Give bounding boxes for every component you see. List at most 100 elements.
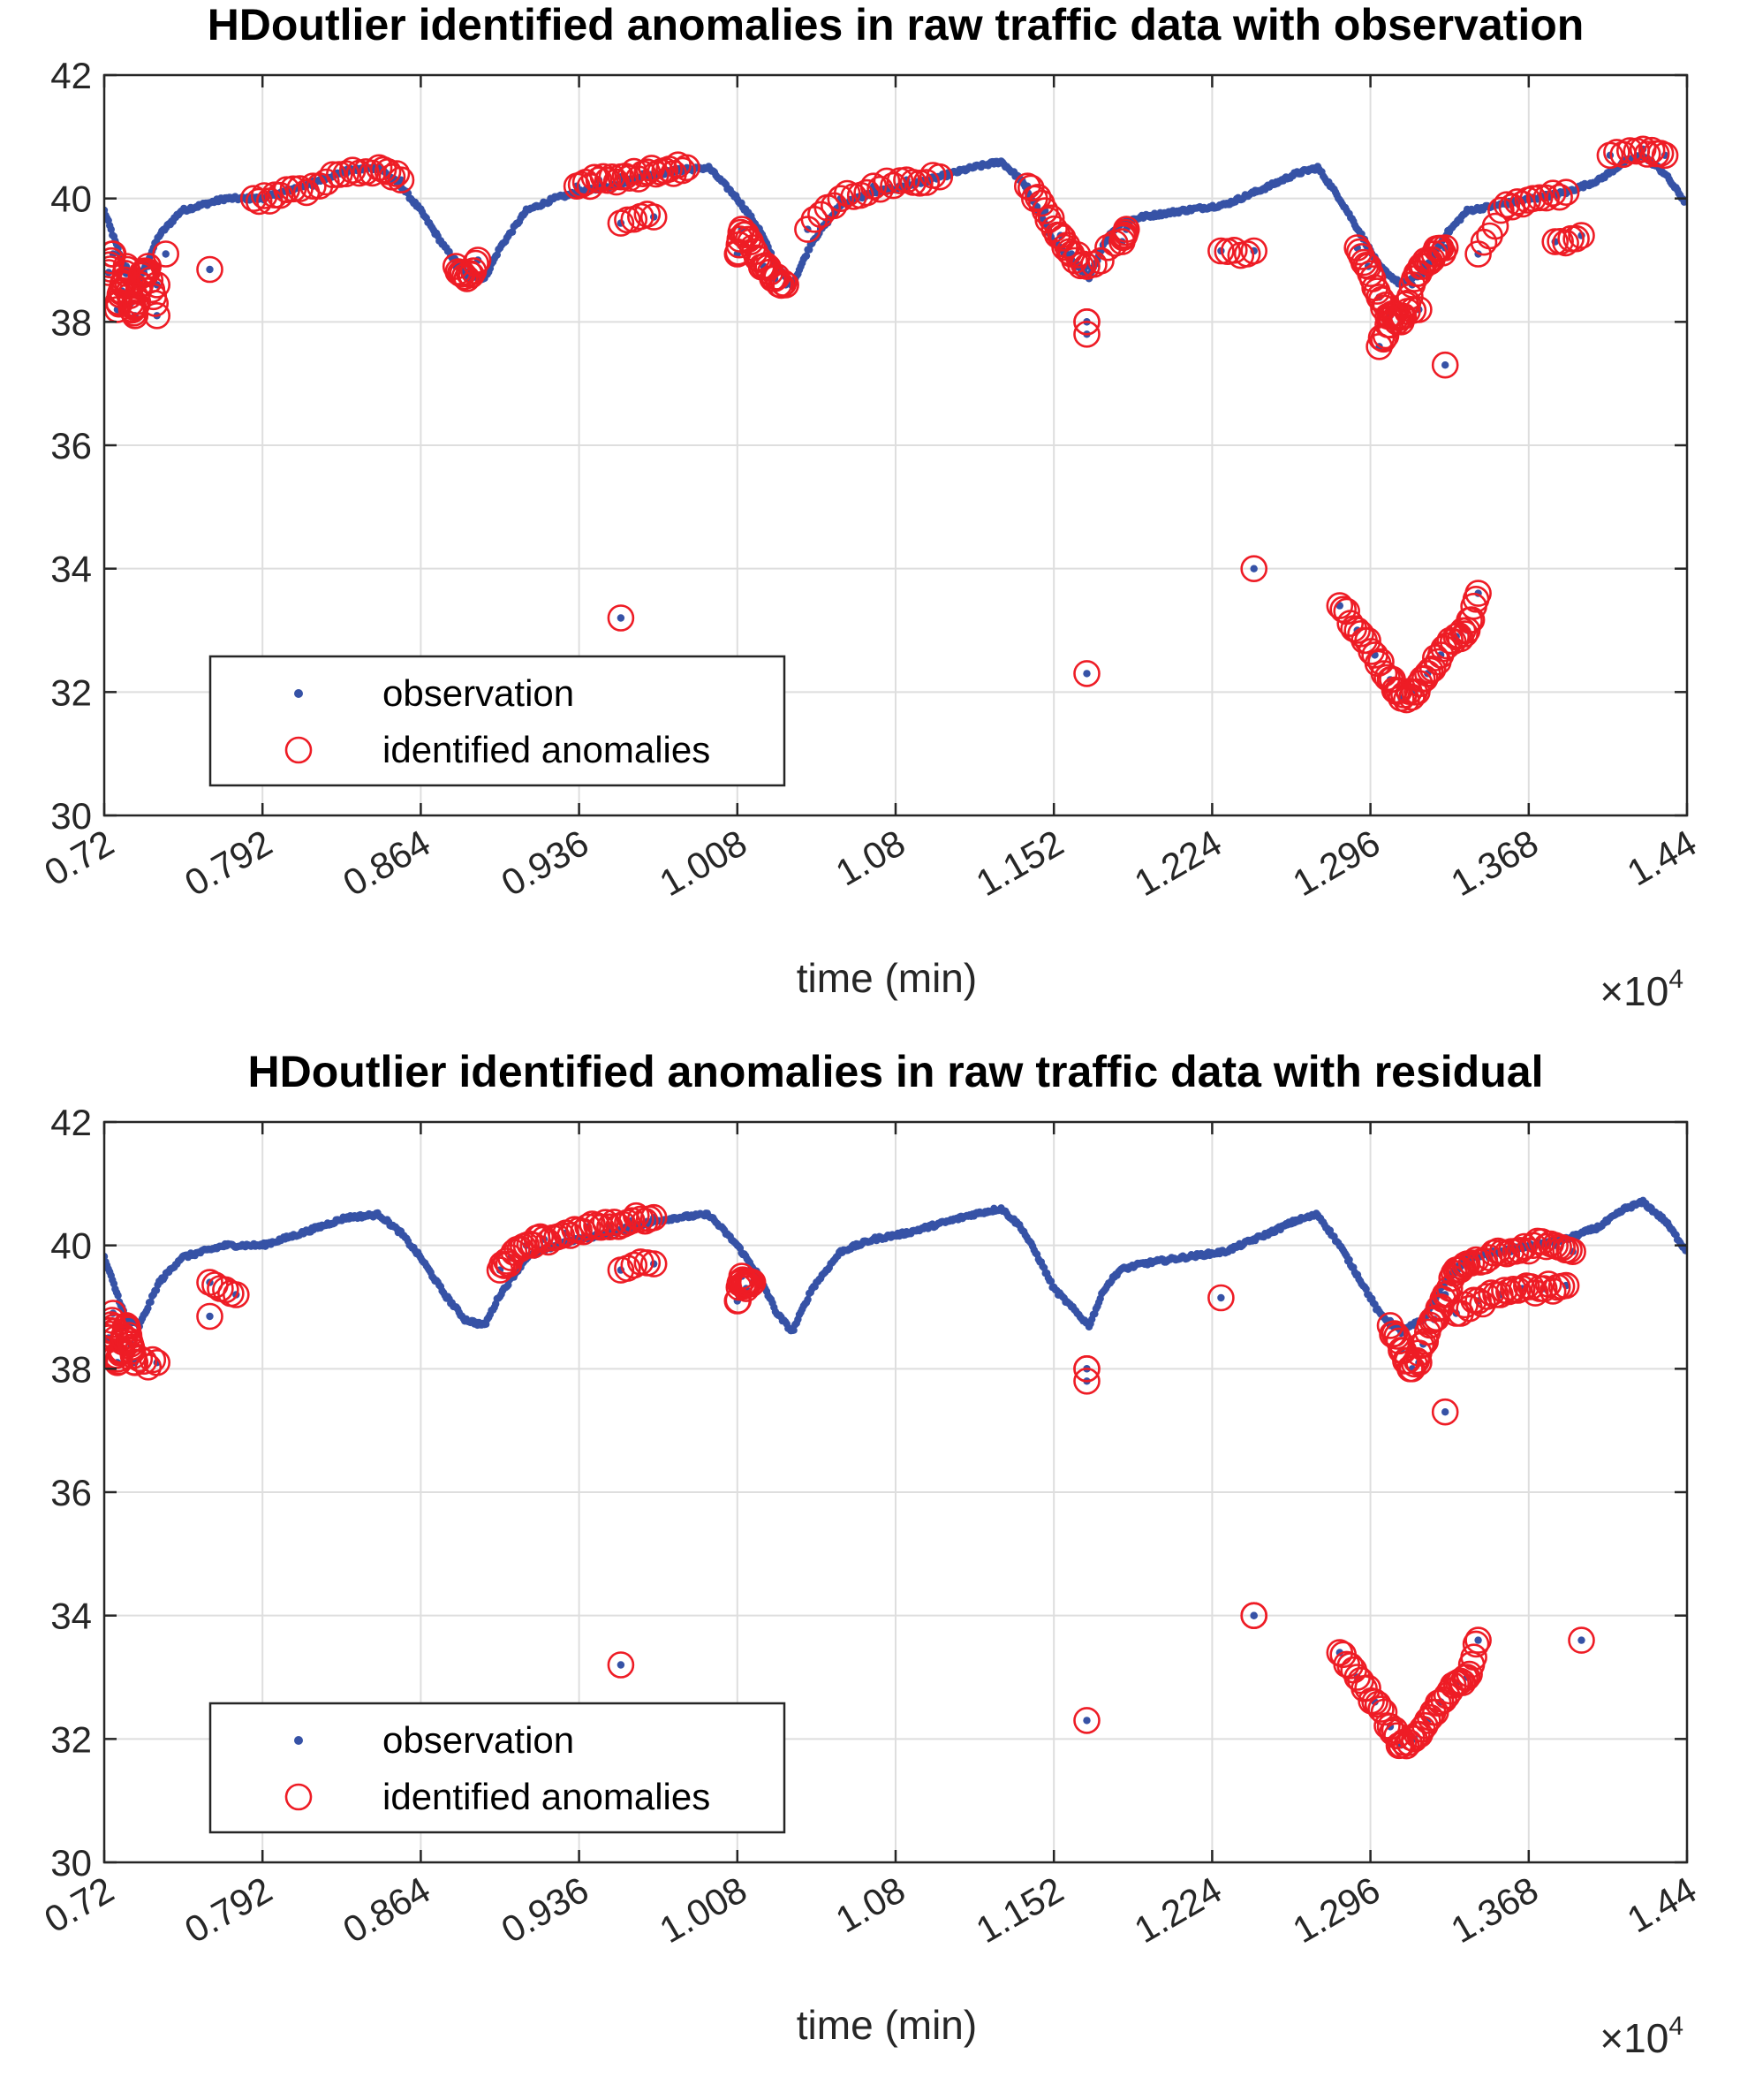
anomaly-marker — [1547, 1272, 1576, 1300]
legend: observation identified anomalies — [208, 655, 786, 787]
anomaly-marker — [1568, 1626, 1595, 1654]
anomaly-marker — [319, 161, 347, 188]
anomaly-marker — [1431, 1398, 1459, 1426]
anomaly-marker — [1532, 184, 1560, 212]
anomaly-marker — [873, 167, 901, 195]
anomaly-marker — [1487, 196, 1515, 224]
anomaly-marker — [769, 269, 798, 297]
anomaly-marker — [526, 1223, 555, 1251]
legend-label: identified anomalies — [382, 1776, 710, 1817]
anomaly-marker — [1101, 229, 1129, 257]
anomaly-marker — [886, 167, 914, 194]
anomaly-marker — [1028, 189, 1055, 217]
anomaly-marker — [1373, 1712, 1401, 1740]
anomaly-marker — [1464, 1626, 1492, 1654]
observation-point — [1083, 1717, 1091, 1725]
anomaly-marker — [217, 1279, 245, 1308]
anomaly-marker — [1240, 1602, 1267, 1629]
observation-point — [617, 614, 625, 622]
anomaly-marker — [261, 181, 289, 208]
observation-point — [107, 225, 115, 233]
legend-box — [208, 1702, 786, 1834]
chart-2: HDoutlier identified anomalies in raw tr… — [37, 1047, 1703, 2061]
anomaly-marker — [1067, 252, 1094, 280]
plot-area — [104, 135, 1687, 714]
anomaly-marker — [664, 151, 692, 178]
anomaly-marker — [120, 1348, 148, 1376]
anomaly-marker — [196, 255, 223, 284]
anomaly-marker — [616, 164, 644, 192]
anomaly-marker — [212, 1276, 239, 1304]
anomaly-marker — [1336, 610, 1364, 637]
anomaly-marker — [444, 258, 473, 285]
anomaly-marker — [1073, 307, 1101, 336]
anomaly-marker — [620, 157, 648, 186]
anomaly-marker — [1374, 311, 1402, 338]
legend-label: observation — [382, 672, 574, 714]
anomaly-marker — [1240, 555, 1267, 583]
x-tick-label: 1.224 — [1127, 822, 1229, 904]
anomaly-marker — [1510, 1232, 1539, 1261]
x-tick-label: 0.864 — [336, 822, 437, 904]
anomaly-marker — [1112, 218, 1139, 246]
anomaly-marker — [1646, 140, 1675, 167]
x-axis-label: time (min) — [797, 955, 977, 1001]
y-tick-label: 42 — [50, 1102, 92, 1143]
observation-point — [1474, 1636, 1482, 1644]
anomaly-marker — [1048, 224, 1077, 252]
observation-point — [802, 252, 811, 260]
anomaly-marker — [585, 166, 613, 193]
observation-point — [790, 1326, 798, 1334]
x-tick-label: 1.008 — [653, 1869, 754, 1951]
anomaly-marker — [1018, 174, 1045, 202]
x-tick-label: 1.08 — [828, 822, 912, 894]
anomaly-marker — [1396, 1355, 1424, 1383]
anomaly-marker — [1370, 325, 1397, 353]
anomaly-marker — [1425, 648, 1452, 676]
anomaly-marker — [374, 158, 402, 186]
anomaly-marker — [1354, 1674, 1381, 1702]
observation-point — [147, 1298, 155, 1307]
series-identified-anomalies — [104, 135, 1679, 714]
y-tick-label: 36 — [50, 425, 92, 466]
anomaly-marker — [1333, 597, 1360, 625]
observation-point — [144, 1304, 152, 1312]
x-tick-label: 1.008 — [653, 822, 754, 904]
anomaly-marker — [1462, 1630, 1490, 1658]
x-axis-label: time (min) — [797, 2002, 977, 2048]
series-identified-anomalies — [104, 1202, 1595, 1760]
legend: observation identified anomalies — [208, 1702, 786, 1834]
anomaly-marker — [313, 168, 340, 196]
anomaly-marker — [1419, 655, 1447, 683]
observation-point — [162, 250, 170, 258]
anomaly-marker — [589, 163, 617, 191]
anomaly-marker — [1025, 184, 1052, 211]
anomaly-marker — [1221, 236, 1248, 264]
anomaly-marker — [1367, 1695, 1395, 1723]
anomaly-marker — [1417, 656, 1444, 685]
legend-marker-anomaly — [284, 1783, 313, 1811]
anomaly-marker — [1568, 222, 1595, 249]
anomaly-marker — [134, 1353, 163, 1381]
anomaly-marker — [1233, 240, 1261, 268]
anomaly-marker — [1207, 1284, 1235, 1312]
anomaly-marker — [807, 201, 835, 229]
anomaly-marker — [1616, 137, 1644, 164]
anomaly-marker — [592, 1209, 619, 1236]
anomaly-marker — [1514, 186, 1542, 214]
anomaly-marker — [1457, 606, 1486, 633]
anomaly-marker — [245, 187, 273, 216]
x-tick-label: 0.792 — [178, 1869, 279, 1951]
anomaly-marker — [1383, 1323, 1411, 1350]
anomaly-marker — [1411, 1328, 1440, 1355]
anomaly-marker — [1546, 183, 1573, 211]
anomaly-marker — [458, 261, 485, 289]
anomaly-marker — [1473, 1283, 1501, 1310]
anomaly-marker — [299, 172, 327, 200]
y-tick-label: 38 — [50, 301, 92, 343]
anomaly-marker — [104, 240, 126, 268]
anomaly-marker — [587, 1213, 615, 1241]
anomaly-marker — [1417, 1703, 1444, 1732]
anomaly-marker — [633, 1249, 662, 1277]
